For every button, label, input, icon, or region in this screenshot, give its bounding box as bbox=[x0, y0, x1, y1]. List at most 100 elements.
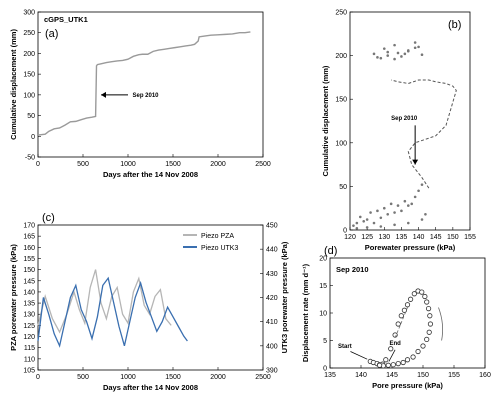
x-tick-label: 2500 bbox=[255, 374, 271, 381]
x-tick-label: 145 bbox=[430, 234, 442, 241]
x-tick-label: 140 bbox=[413, 234, 425, 241]
data-point bbox=[413, 195, 417, 199]
direction-arrow-up bbox=[394, 307, 408, 338]
y-axis-label: Displacement rate (mm d⁻¹) bbox=[301, 263, 310, 362]
plot-frame-d bbox=[329, 257, 486, 369]
data-point bbox=[407, 296, 414, 302]
data-point bbox=[393, 57, 396, 61]
y2-tick-label: 390 bbox=[266, 368, 278, 375]
data-point bbox=[355, 226, 359, 230]
x-tick-label: 1000 bbox=[120, 374, 136, 381]
y-tick-label: -50 bbox=[25, 155, 35, 162]
data-point bbox=[400, 209, 403, 213]
y-tick-label: 250 bbox=[23, 30, 35, 37]
panel-b bbox=[349, 11, 471, 231]
y2-tick-label: 400 bbox=[266, 343, 278, 350]
x-tick-label: 130 bbox=[378, 234, 390, 241]
y-tick-label: 5 bbox=[323, 338, 327, 345]
data-point bbox=[392, 332, 398, 338]
data-point bbox=[379, 225, 383, 228]
data-point bbox=[400, 55, 403, 58]
data-point bbox=[413, 41, 417, 44]
data-point bbox=[419, 289, 425, 295]
data-point bbox=[376, 56, 379, 59]
y2-tick-label: 440 bbox=[266, 247, 278, 254]
data-point bbox=[362, 219, 366, 223]
panel-label: (d) bbox=[324, 245, 337, 257]
x-tick-label: 155 bbox=[448, 372, 460, 379]
data-point bbox=[404, 357, 411, 363]
x-tick-label: 125 bbox=[361, 234, 373, 241]
annotation-end: End bbox=[390, 341, 402, 347]
x-tick-label: 120 bbox=[344, 234, 356, 241]
y-tick-label: 150 bbox=[335, 97, 347, 104]
data-point bbox=[420, 53, 424, 57]
y2-tick-label: 450 bbox=[266, 223, 278, 230]
data-point bbox=[425, 305, 432, 312]
x-tick-label: 1000 bbox=[120, 161, 136, 168]
data-point bbox=[424, 299, 430, 305]
data-point bbox=[398, 313, 404, 319]
x-tick-label: 140 bbox=[355, 372, 367, 379]
data-point bbox=[389, 202, 393, 206]
data-point bbox=[393, 211, 396, 214]
y-axis-label: PZA porewater pressure (kPa) bbox=[9, 244, 18, 351]
data-point bbox=[403, 199, 407, 203]
y-tick-label: 135 bbox=[23, 301, 35, 308]
data-point bbox=[379, 216, 383, 220]
panel-c bbox=[37, 224, 264, 371]
data-point bbox=[369, 211, 372, 214]
data-point bbox=[424, 336, 430, 342]
y-tick-label: 145 bbox=[23, 278, 35, 285]
panel-label: (b) bbox=[448, 19, 461, 31]
annotation-start-arrow bbox=[350, 351, 368, 360]
data-point bbox=[420, 343, 426, 349]
x-tick-label: 135 bbox=[324, 372, 336, 379]
y-tick-label: 20 bbox=[319, 256, 327, 263]
y-tick-label: 0 bbox=[323, 366, 327, 373]
y2-tick-label: 420 bbox=[266, 295, 278, 302]
x-tick-label: 145 bbox=[386, 372, 398, 379]
x-tick-label: 150 bbox=[417, 372, 429, 379]
data-point bbox=[390, 362, 396, 368]
x-tick-label: 150 bbox=[447, 234, 459, 241]
data-point bbox=[395, 321, 401, 327]
data-point bbox=[352, 224, 355, 227]
y-tick-label: 130 bbox=[23, 312, 35, 319]
data-point bbox=[382, 47, 386, 50]
y2-tick-label: 410 bbox=[266, 319, 278, 326]
x-axis-label: Days after the 14 Nov 2008 bbox=[103, 383, 198, 392]
data-point bbox=[427, 313, 433, 319]
data-point bbox=[383, 357, 389, 363]
y-tick-label: 140 bbox=[23, 289, 35, 296]
data-point bbox=[415, 348, 421, 355]
chart-title: Sep 2010 bbox=[336, 265, 369, 274]
y-tick-label: 50 bbox=[339, 184, 347, 191]
x-axis-label: Pore pressure (kPa) bbox=[372, 381, 443, 390]
x-tick-label: 0 bbox=[36, 374, 40, 381]
y-tick-label: 150 bbox=[23, 267, 35, 274]
y-tick-label: 120 bbox=[23, 334, 35, 341]
data-point bbox=[376, 362, 383, 368]
data-point bbox=[406, 49, 410, 52]
data-point bbox=[372, 221, 376, 225]
x-axis-label: Days after the 14 Nov 2008 bbox=[103, 170, 198, 179]
panel-label: (a) bbox=[45, 28, 58, 40]
y2-tick-label: 430 bbox=[266, 271, 278, 278]
data-point bbox=[355, 221, 359, 225]
x-tick-label: 1500 bbox=[165, 161, 181, 168]
y-tick-label: 50 bbox=[27, 113, 35, 120]
data-point bbox=[386, 213, 390, 216]
panel-label: (c) bbox=[42, 212, 55, 224]
direction-arrow-down bbox=[438, 307, 444, 341]
x-tick-label: 500 bbox=[77, 374, 89, 381]
data-point bbox=[396, 51, 400, 55]
x-tick-label: 155 bbox=[464, 234, 476, 241]
data-point bbox=[426, 329, 432, 335]
trajectory-path bbox=[391, 79, 457, 189]
data-point bbox=[401, 307, 407, 313]
data-point bbox=[393, 223, 396, 227]
y-tick-label: 150 bbox=[23, 72, 35, 79]
series-line-piezo-pza bbox=[37, 269, 172, 334]
